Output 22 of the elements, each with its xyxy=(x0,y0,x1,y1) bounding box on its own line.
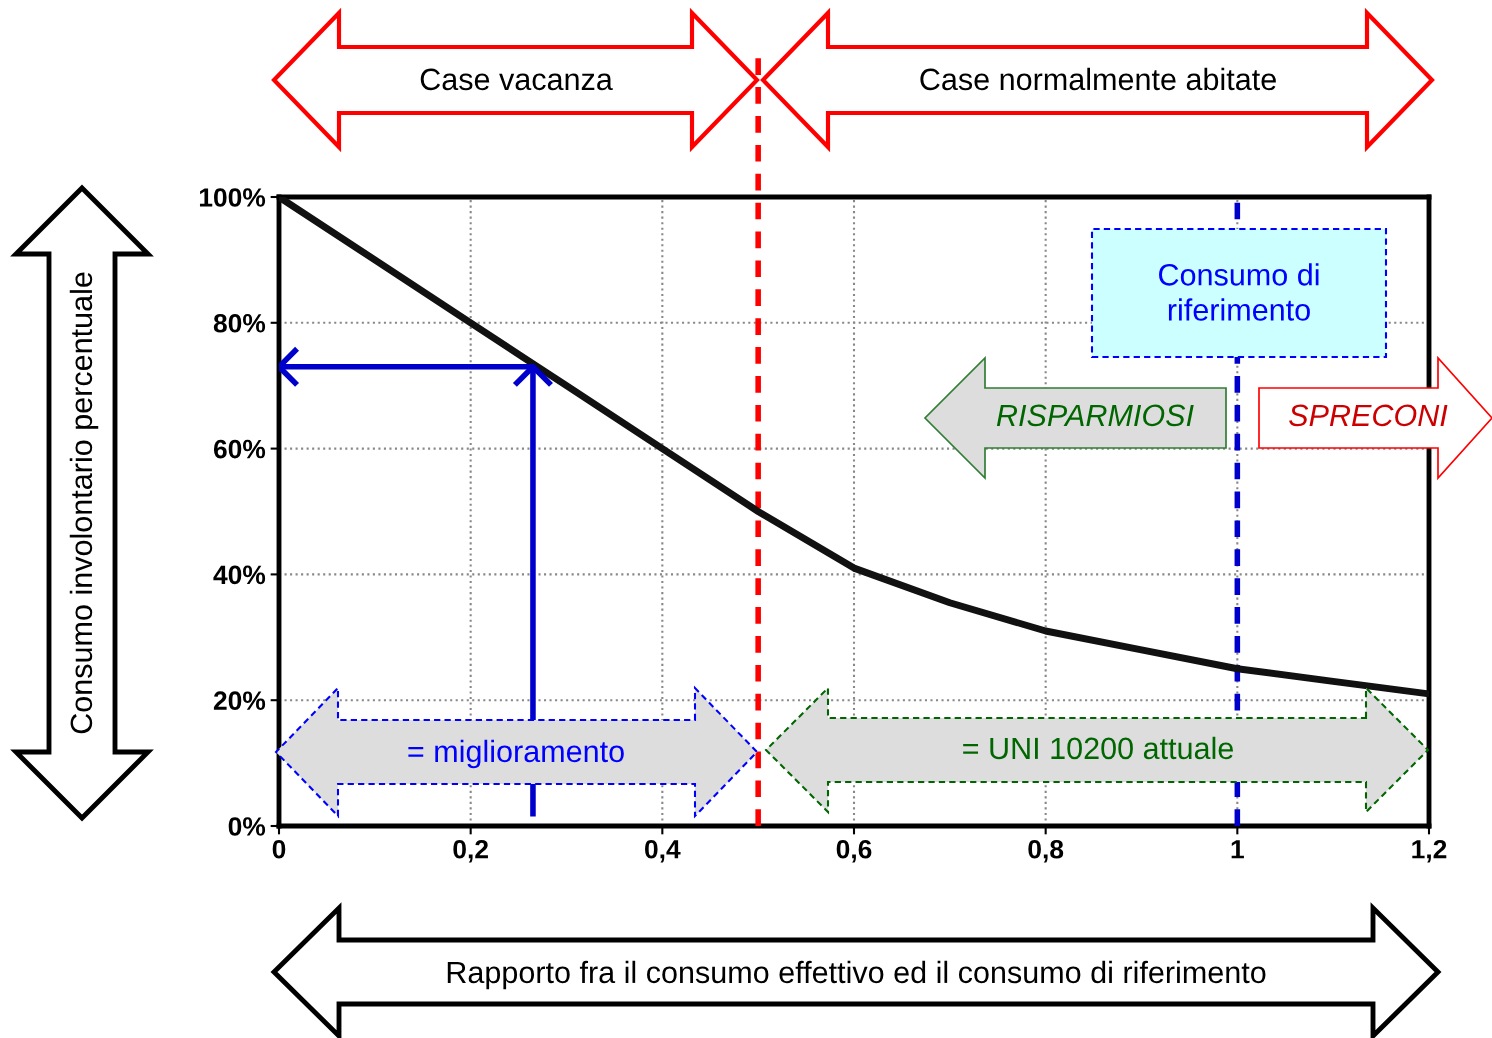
x-tick-label: 0,4 xyxy=(645,839,681,863)
x-tick-label: 0 xyxy=(272,839,286,859)
y-tick-label: 60% xyxy=(213,439,266,459)
x-tick-label: 1,2 xyxy=(1412,839,1447,863)
x-tick-label: 0,6 xyxy=(836,839,872,863)
text: Case vacanza xyxy=(420,68,613,91)
y-axis-title: Consumo involontario percentuale xyxy=(69,272,99,734)
annotation: = UNI 10200 attuale xyxy=(963,736,1233,760)
x-tick-label: 1 xyxy=(1231,840,1244,859)
x-tick-label: 0,2 xyxy=(453,839,488,863)
y-tick-label: 40% xyxy=(213,565,266,585)
y-tick-label: 0% xyxy=(228,817,266,836)
x-tick-label: 0,8 xyxy=(1028,839,1064,863)
y-tick-label: 20% xyxy=(213,691,266,711)
y-tick-label: 80% xyxy=(213,313,266,333)
x-axis-title: Rapporto fra il consumo effettivo ed il consumo di riferimento xyxy=(447,960,1266,990)
annotation: RISPARMIOSI xyxy=(996,404,1194,427)
y-tick-label: 100% xyxy=(199,188,266,207)
text: Case normalmente abitate xyxy=(920,67,1276,91)
annotation: SPRECONI xyxy=(1289,404,1448,427)
annotation: = miglioramento xyxy=(408,739,624,769)
annotation: Consumo di riferimento xyxy=(1159,263,1319,321)
